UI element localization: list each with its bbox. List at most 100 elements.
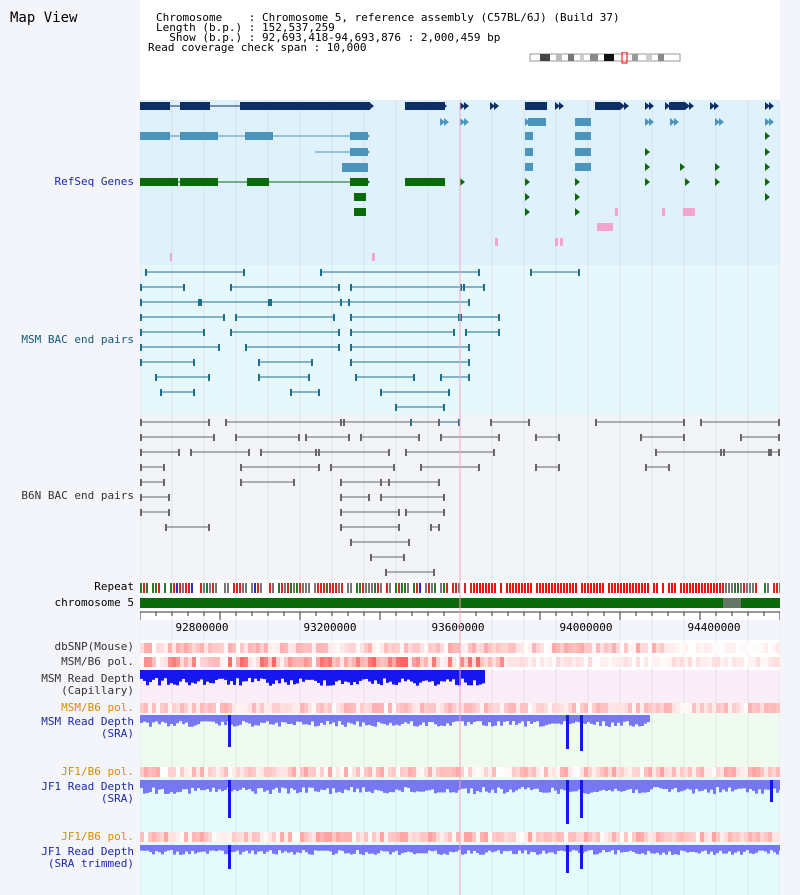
jf1-b6-pol-2-bin xyxy=(352,832,356,842)
repeat-track-label[interactable]: Repeat xyxy=(94,580,134,593)
msm-b6-pol-bin xyxy=(192,657,196,667)
msm-b6-pol-bin xyxy=(764,657,768,667)
b6n-bac-end xyxy=(370,554,372,561)
jf1-b6-pol-bin xyxy=(364,767,368,777)
jf1-b6-pol-bin xyxy=(440,767,444,777)
repeat-track[interactable] xyxy=(140,583,780,593)
repeat-element xyxy=(584,583,586,593)
msm-b6-pol-bin xyxy=(680,657,684,667)
msm-b6-pol-track-label[interactable]: MSM/B6 pol. xyxy=(61,655,134,668)
msm-b6-pol-2-bin xyxy=(456,703,460,713)
dbsnp-track-label[interactable]: dbSNP(Mouse) xyxy=(54,640,134,653)
msm-sra-depth-bar xyxy=(632,715,635,727)
msm-sra-depth-bar xyxy=(455,715,458,722)
refseq-track-label[interactable]: RefSeq Genes xyxy=(54,175,134,188)
refseq-mid-arrow xyxy=(645,118,650,126)
read-depth-tracks[interactable] xyxy=(140,670,780,873)
msm-b6-pol-2-bin xyxy=(284,703,288,713)
msm-b6-pol-2-bin xyxy=(444,703,448,713)
jf1-depth-trim-label-1[interactable]: JF1 Read Depth xyxy=(41,845,134,858)
repeat-element xyxy=(695,583,697,593)
repeat-element xyxy=(692,583,694,593)
msm-capillary-depth-bar xyxy=(440,670,443,682)
msm-capillary-depth-bar xyxy=(203,670,206,685)
jf1-b6-pol-2-bin xyxy=(192,832,196,842)
msm-b6-pol-bin xyxy=(456,657,460,667)
repeat-element xyxy=(629,583,631,593)
msm-b6-pol-bin xyxy=(352,657,356,667)
refseq-genes-track[interactable] xyxy=(140,102,774,261)
jf1-trim-depth-bar xyxy=(269,845,272,851)
jf1-b6-pol-2-bin xyxy=(552,832,556,842)
dbsnp-bin xyxy=(668,643,672,653)
jf1-sra-depth-bar xyxy=(158,780,161,790)
msm-b6-pol-2-bin xyxy=(332,703,336,713)
msm-b6-pol-2-bin xyxy=(768,703,772,713)
repeat-element xyxy=(152,583,154,593)
jf1-trim-depth-bar xyxy=(356,845,359,851)
repeat-element xyxy=(200,583,202,593)
jf1-b6-pol-2-bin xyxy=(248,832,252,842)
polymorphism-heat-tracks[interactable] xyxy=(140,643,780,842)
msm-b6-pol-bin xyxy=(408,657,412,667)
refseq-dark-arrow xyxy=(645,102,650,110)
repeat-element xyxy=(545,583,547,593)
msm-b6-pol-2-bin xyxy=(448,703,452,713)
chromosome-track-label[interactable]: chromosome 5 xyxy=(54,596,134,609)
jf1-trim-depth-bar xyxy=(149,845,152,852)
jf1-sra-depth-bar xyxy=(452,780,455,793)
jf1-b6-pol-2-bin xyxy=(312,832,316,842)
msm-b6-pol-bin xyxy=(528,657,532,667)
jf1-b6-pol-track-label-2[interactable]: JF1/B6 pol. xyxy=(61,830,134,843)
msm-bac-track-label[interactable]: MSM BAC end pairs xyxy=(21,333,134,346)
jf1-b6-pol-2-bin xyxy=(184,832,188,842)
msm-bac-end xyxy=(498,314,500,321)
jf1-trim-depth-bar xyxy=(308,845,311,855)
msm-depth-capillary-label-1[interactable]: MSM Read Depth xyxy=(41,672,134,685)
msm-b6-pol-2-bin xyxy=(396,703,400,713)
jf1-sra-depth-bar xyxy=(668,780,671,792)
msm-capillary-depth-bar xyxy=(341,670,344,684)
msm-b6-pol-bin xyxy=(172,657,176,667)
msm-bac-end-pairs-track[interactable] xyxy=(140,269,580,426)
repeat-element xyxy=(365,583,367,593)
refseq-mid-gene-exon xyxy=(245,132,273,140)
msm-capillary-depth-bar xyxy=(227,670,230,685)
msm-b6-pol-bin xyxy=(276,657,280,667)
jf1-b6-pol-track-label[interactable]: JF1/B6 pol. xyxy=(61,765,134,778)
genome-browser-plot[interactable]: 92800000 93200000 93600000 94000000 94400000 xyxy=(140,100,780,895)
dbsnp-bin xyxy=(284,643,288,653)
jf1-trim-depth-bar xyxy=(617,845,620,851)
dbsnp-bin xyxy=(312,643,316,653)
jf1-trim-depth-bar xyxy=(455,845,458,852)
repeat-element xyxy=(512,583,514,593)
msm-b6-pol-bin xyxy=(200,657,204,667)
msm-capillary-depth-bar xyxy=(254,670,257,679)
msm-b6-pol-2-bin xyxy=(752,703,756,713)
jf1-b6-pol-2-bin xyxy=(744,832,748,842)
dbsnp-bin xyxy=(764,643,768,653)
b6n-bac-end xyxy=(420,464,422,471)
msm-capillary-depth-bar xyxy=(314,670,317,681)
jf1-sra-depth-bar xyxy=(290,780,293,789)
msm-b6-pol-2-bin xyxy=(424,703,428,713)
msm-capillary-depth-bar xyxy=(275,670,278,681)
repeat-element xyxy=(227,583,229,593)
chromosome-ideogram[interactable] xyxy=(528,52,688,64)
msm-b6-pol-2-bin xyxy=(440,703,444,713)
jf1-depth-sra-label-1[interactable]: JF1 Read Depth xyxy=(41,780,134,793)
msm-b6-pol-bin xyxy=(384,657,388,667)
msm-depth-sra-label-1[interactable]: MSM Read Depth xyxy=(41,715,134,728)
dbsnp-bin xyxy=(256,643,260,653)
jf1-b6-pol-bin xyxy=(636,767,640,777)
jf1-b6-pol-bin xyxy=(268,767,272,777)
msm-b6-pol-2-bin xyxy=(604,703,608,713)
jf1-trim-depth-bar xyxy=(365,845,368,853)
repeat-element xyxy=(662,583,664,593)
b6n-bac-end-pairs-track[interactable] xyxy=(140,419,780,576)
jf1-sra-depth-bar-spike xyxy=(228,780,231,818)
b6n-bac-track-label[interactable]: B6N BAC end pairs xyxy=(21,489,134,502)
b6n-bac-end xyxy=(595,419,597,426)
dbsnp-bin xyxy=(420,643,424,653)
msm-b6-pol-track-label-2[interactable]: MSM/B6 pol. xyxy=(61,701,134,714)
